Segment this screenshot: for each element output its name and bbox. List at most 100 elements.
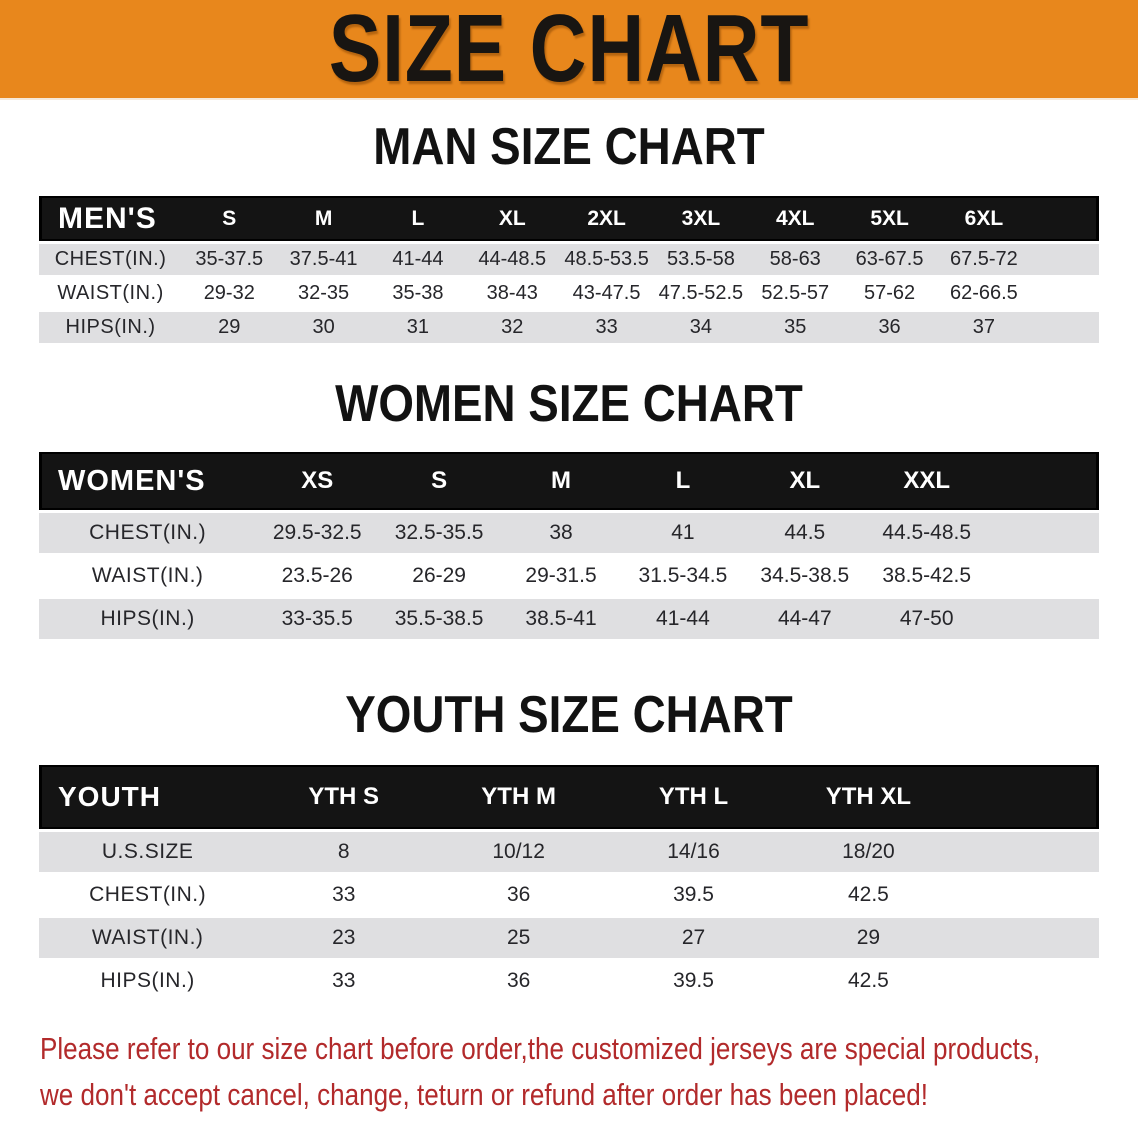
men-cell: 29: [182, 312, 277, 343]
men-column-header-4xl: 4XL: [748, 196, 843, 241]
women-cell: 31.5-34.5: [621, 556, 744, 596]
men-header-row: MEN'S S M L XL 2XL 3XL 4XL 5XL 6XL: [39, 196, 1099, 241]
men-cell: 62-66.5: [936, 278, 1032, 309]
sections: MAN SIZE CHART MEN'S S M L XL 2XL 3XL 4XL 5XL 6XL C…: [0, 118, 1138, 1004]
women-cell: 47-50: [865, 599, 988, 639]
men-row-label: CHEST(IN.): [39, 244, 183, 275]
youth-cell: 39.5: [606, 875, 781, 915]
youth-cell: 33: [256, 875, 432, 915]
youth-cell: 27: [606, 918, 781, 958]
youth-column-header-yth-s: YTH S: [256, 765, 432, 829]
youth-group-label: YOUTH: [39, 765, 257, 829]
women-column-header-xl: XL: [743, 452, 866, 510]
men-cell: 35-37.5: [182, 244, 277, 275]
men-cell: 43-47.5: [559, 278, 654, 309]
men-row-label: WAIST(IN.): [39, 278, 183, 309]
women-column-header-l: L: [621, 452, 744, 510]
youth-cell: 8: [256, 832, 432, 872]
youth-row-tail: [955, 832, 1099, 872]
men-cell: 44-48.5: [465, 244, 560, 275]
women-cell: 38.5-42.5: [865, 556, 988, 596]
women-row-label: CHEST(IN.): [39, 513, 257, 553]
men-cell: 33: [559, 312, 654, 343]
women-cell: 29.5-32.5: [256, 513, 379, 553]
youth-header-row: YOUTH YTH S YTH M YTH L YTH XL: [39, 765, 1099, 829]
youth-section-title: YOUTH SIZE CHART: [345, 686, 793, 744]
women-row-label: WAIST(IN.): [39, 556, 257, 596]
youth-table-row-waist-in-: WAIST(IN.) 23 25 27 29: [39, 918, 1099, 958]
men-cell: 32-35: [276, 278, 371, 309]
youth-cell: 18/20: [780, 832, 956, 872]
women-section-title: WOMEN SIZE CHART: [335, 375, 803, 433]
men-column-header-6xl: 6XL: [936, 196, 1032, 241]
men-cell: 37: [936, 312, 1032, 343]
men-cell: 52.5-57: [748, 278, 843, 309]
women-table-row-waist-in-: WAIST(IN.) 23.5-26 26-29 29-31.5 31.5-34.5 34…: [39, 556, 1099, 596]
men-column-header-5xl: 5XL: [842, 196, 937, 241]
women-cell: 44.5-48.5: [865, 513, 988, 553]
men-column-header-xl: XL: [465, 196, 560, 241]
women-cell: 44.5: [743, 513, 866, 553]
women-cell: 44-47: [743, 599, 866, 639]
men-cell: 58-63: [748, 244, 843, 275]
disclaimer: Please refer to our size chart before or…: [40, 1026, 1138, 1118]
women-group-label: WOMEN'S: [39, 452, 257, 510]
youth-column-header-yth-xl: YTH XL: [780, 765, 956, 829]
men-cell: 38-43: [465, 278, 560, 309]
size-chart-banner: SIZE CHART: [0, 0, 1138, 100]
men-cell: 63-67.5: [842, 244, 937, 275]
youth-column-header-yth-l: YTH L: [606, 765, 781, 829]
women-cell: 35.5-38.5: [378, 599, 501, 639]
men-cell: 35: [748, 312, 843, 343]
women-column-header-s: S: [378, 452, 501, 510]
women-row-tail: [987, 599, 1099, 639]
men-group-label: MEN'S: [39, 196, 183, 241]
women-cell: 26-29: [378, 556, 501, 596]
women-header-row: WOMEN'S XS S M L XL XXL: [39, 452, 1099, 510]
youth-cell: 25: [431, 918, 607, 958]
youth-row-label: CHEST(IN.): [39, 875, 257, 915]
youth-row-label: HIPS(IN.): [39, 961, 257, 1001]
men-cell: 29-32: [182, 278, 277, 309]
banner-title: SIZE CHART: [328, 0, 810, 102]
men-cell: 34: [653, 312, 749, 343]
men-cell: 47.5-52.5: [653, 278, 749, 309]
men-column-header-s: S: [182, 196, 277, 241]
men-cell: 57-62: [842, 278, 937, 309]
youth-table-row-hips-in-: HIPS(IN.) 33 36 39.5 42.5: [39, 961, 1099, 1001]
women-header-tail: [987, 452, 1099, 510]
men-size-table: MEN'S S M L XL 2XL 3XL 4XL 5XL 6XL CHEST(IN.) 35-37…: [39, 193, 1099, 346]
men-cell: 31: [370, 312, 466, 343]
women-cell: 29-31.5: [500, 556, 622, 596]
women-cell: 41-44: [621, 599, 744, 639]
youth-cell: 23: [256, 918, 432, 958]
men-cell: 30: [276, 312, 371, 343]
youth-cell: 14/16: [606, 832, 781, 872]
youth-row-tail: [955, 875, 1099, 915]
youth-cell: 42.5: [780, 961, 956, 1001]
men-column-header-3xl: 3XL: [653, 196, 749, 241]
men-row-tail: [1031, 244, 1099, 275]
size-section-youth: YOUTH SIZE CHART YOUTH YTH S YTH M YTH L YTH …: [0, 686, 1138, 1004]
men-table-row-chest-in-: CHEST(IN.) 35-37.5 37.5-41 41-44 44-48.5 48.5…: [39, 244, 1099, 275]
disclaimer-line-1: Please refer to our size chart before or…: [40, 1031, 1041, 1066]
women-size-table: WOMEN'S XS S M L XL XXL CHEST(IN.) 29.5-32.5 32.5…: [39, 449, 1099, 642]
women-row-tail: [987, 556, 1099, 596]
women-cell: 23.5-26: [256, 556, 379, 596]
men-cell: 48.5-53.5: [559, 244, 654, 275]
youth-cell: 39.5: [606, 961, 781, 1001]
men-row-tail: [1031, 278, 1099, 309]
youth-cell: 10/12: [431, 832, 607, 872]
youth-cell: 33: [256, 961, 432, 1001]
women-cell: 34.5-38.5: [743, 556, 866, 596]
women-column-header-m: M: [500, 452, 622, 510]
women-cell: 41: [621, 513, 744, 553]
women-cell: 38.5-41: [500, 599, 622, 639]
men-table-row-waist-in-: WAIST(IN.) 29-32 32-35 35-38 38-43 43-47.5 47.…: [39, 278, 1099, 309]
women-table-row-hips-in-: HIPS(IN.) 33-35.5 35.5-38.5 38.5-41 41-44 44-…: [39, 599, 1099, 639]
youth-row-tail: [955, 918, 1099, 958]
youth-row-label: U.S.SIZE: [39, 832, 257, 872]
size-section-men: MAN SIZE CHART MEN'S S M L XL 2XL 3XL 4XL 5XL 6XL C…: [0, 118, 1138, 346]
men-section-title: MAN SIZE CHART: [373, 118, 765, 176]
men-cell: 41-44: [370, 244, 466, 275]
